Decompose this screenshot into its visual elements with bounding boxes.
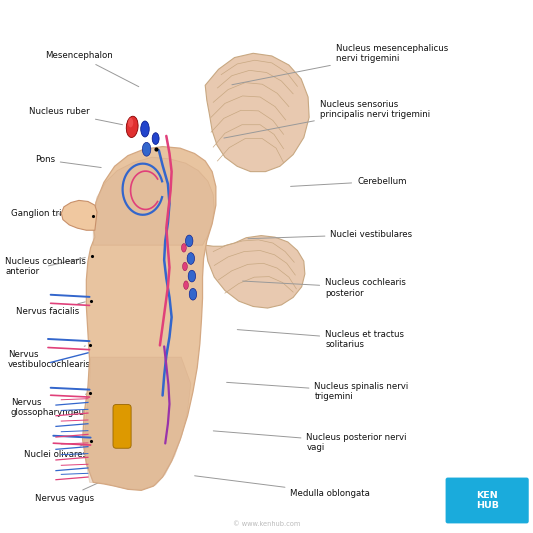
Text: © www.kenhub.com: © www.kenhub.com [233,521,300,527]
Ellipse shape [188,270,196,282]
Ellipse shape [189,288,197,300]
Text: Cerebellum: Cerebellum [290,177,407,187]
Ellipse shape [142,142,151,156]
Polygon shape [93,157,214,245]
Text: Nucleus mesencephalicus
nervi trigemini: Nucleus mesencephalicus nervi trigemini [232,44,448,85]
Text: Nucleus spinalis nervi
trigemini: Nucleus spinalis nervi trigemini [227,382,409,401]
Ellipse shape [181,244,187,252]
Ellipse shape [126,116,138,138]
Text: Nucleus posterior nervi
vagi: Nucleus posterior nervi vagi [213,431,407,452]
Text: Nucleus ruber: Nucleus ruber [29,108,123,125]
Ellipse shape [185,235,193,247]
Text: Nervus vagus: Nervus vagus [35,477,112,503]
Text: KEN
HUB: KEN HUB [476,491,498,510]
Text: Pons: Pons [35,156,101,167]
Text: Nervus
vestibulocochlearis: Nervus vestibulocochlearis [8,346,91,369]
Polygon shape [205,53,309,172]
Text: Nucleus et tractus
solitarius: Nucleus et tractus solitarius [237,329,404,349]
FancyBboxPatch shape [446,478,529,523]
Text: Nervus
glossopharyngeus: Nervus glossopharyngeus [11,393,90,417]
Ellipse shape [128,118,133,127]
Text: Medulla oblongata: Medulla oblongata [195,476,370,497]
Text: Nuclei olivares: Nuclei olivares [24,434,117,458]
Text: Mesencephalon: Mesencephalon [45,52,139,87]
Text: Nucleus cochlearis
anterior: Nucleus cochlearis anterior [5,257,86,276]
Text: Nucleus cochlearis
posterior: Nucleus cochlearis posterior [243,278,406,297]
Text: Nucleus sensorius
principalis nervi trigemini: Nucleus sensorius principalis nervi trig… [224,100,430,138]
Ellipse shape [152,133,159,144]
Polygon shape [205,236,305,308]
Ellipse shape [183,281,189,289]
Polygon shape [83,147,216,490]
Ellipse shape [187,253,195,264]
Text: Nuclei vestibulares: Nuclei vestibulares [248,230,413,239]
Text: Nervus facialis: Nervus facialis [16,302,85,316]
Polygon shape [61,200,97,230]
FancyBboxPatch shape [113,405,131,448]
Ellipse shape [141,121,149,137]
Polygon shape [84,357,191,489]
Ellipse shape [182,262,188,271]
Text: Ganglion trigeminale: Ganglion trigeminale [11,209,101,219]
